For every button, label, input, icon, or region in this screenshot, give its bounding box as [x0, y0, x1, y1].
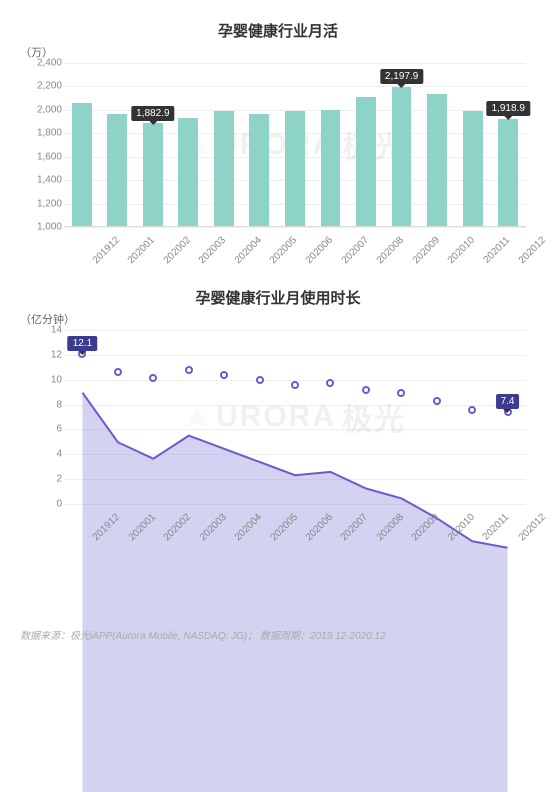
- y-tick: 1,600: [37, 151, 62, 162]
- bar: [249, 114, 269, 226]
- x-tick: 202008: [375, 235, 406, 266]
- x-tick: 202010: [446, 235, 477, 266]
- bar: [285, 111, 305, 226]
- x-tick: 202003: [197, 235, 228, 266]
- value-callout: 12.1: [68, 336, 97, 351]
- mau-chart-title: 孕婴健康行业月活: [20, 20, 536, 41]
- value-callout: 1,918.9: [487, 101, 530, 116]
- x-tick: 202002: [162, 235, 193, 266]
- marker: [114, 368, 122, 376]
- x-tick: 201912: [90, 235, 121, 266]
- x-tick: 202006: [304, 235, 335, 266]
- y-tick: 1,000: [37, 222, 62, 233]
- bar: [392, 87, 412, 226]
- bar: [427, 94, 447, 226]
- y-tick: 1,800: [37, 128, 62, 139]
- duration-plot-area: URORA 极光 12.17.4: [64, 330, 526, 504]
- value-callout: 2,197.9: [380, 69, 423, 84]
- bar-slot: [490, 63, 526, 226]
- y-tick: 2,400: [37, 58, 62, 69]
- bar: [107, 114, 127, 226]
- y-tick: 1,200: [37, 198, 62, 209]
- x-tick: 202012: [516, 512, 547, 543]
- duration-chart: 孕婴健康行业月使用时长 （亿分钟） 02468101214 URORA 极光 1…: [20, 287, 536, 534]
- marker: [433, 397, 441, 405]
- x-tick: 202012: [517, 235, 548, 266]
- x-tick: 202005: [268, 235, 299, 266]
- marker: [468, 406, 476, 414]
- y-tick: 2,200: [37, 81, 62, 92]
- duration-chart-frame: 02468101214 URORA 极光 12.17.4 20191220200…: [20, 324, 536, 534]
- marker: [362, 386, 370, 394]
- bar-slot: [313, 63, 349, 226]
- footer-source: 数据来源：极光iAPP(Aurora Mobile, NASDAQ: JG)； …: [20, 627, 386, 642]
- value-callout: 1,882.9: [131, 106, 174, 121]
- duration-svg: [64, 330, 526, 792]
- duration-chart-title: 孕婴健康行业月使用时长: [20, 287, 536, 308]
- y-tick: 2: [56, 474, 62, 485]
- marker: [291, 381, 299, 389]
- bar-slot: [242, 63, 278, 226]
- marker: [256, 376, 264, 384]
- duration-x-axis: 2019122020012020022020032020042020052020…: [64, 504, 526, 534]
- y-tick: 0: [56, 499, 62, 510]
- marker: [326, 379, 334, 387]
- y-tick: 12: [51, 349, 62, 360]
- bar-slot: [206, 63, 242, 226]
- bar-slot: [455, 63, 491, 226]
- x-tick: 202001: [126, 235, 157, 266]
- bar-slot: [135, 63, 171, 226]
- bar-slot: [419, 63, 455, 226]
- bar: [72, 103, 92, 226]
- mau-chart: 孕婴健康行业月活 （万） 1,0001,2001,4001,6001,8002,…: [20, 20, 536, 257]
- mau-plot-area: URORA 极光 1,882.92,197.91,918.9: [64, 63, 526, 227]
- bar-slot: [171, 63, 207, 226]
- bar: [356, 97, 376, 226]
- duration-y-axis: 02468101214: [20, 330, 64, 504]
- bar: [178, 118, 198, 226]
- y-tick: 6: [56, 424, 62, 435]
- area-path: [82, 393, 507, 792]
- x-tick: 202004: [233, 235, 264, 266]
- bar-slot: [348, 63, 384, 226]
- x-tick: 202009: [410, 235, 441, 266]
- bar: [143, 123, 163, 226]
- marker: [149, 374, 157, 382]
- y-tick: 1,400: [37, 175, 62, 186]
- bar-slot: [100, 63, 136, 226]
- container: 孕婴健康行业月活 （万） 1,0001,2001,4001,6001,8002,…: [0, 0, 556, 650]
- marker: [220, 371, 228, 379]
- mau-chart-frame: 1,000 1,200 1,400 1,600 1,800 2,000 2,200 2,400…: [20, 57, 536, 257]
- marker: [185, 366, 193, 374]
- y-tick: 2,000: [37, 104, 62, 115]
- x-tick: 202007: [339, 235, 370, 266]
- mau-y-axis: 1,0001,2001,4001,6001,8002,0002,2002,400: [20, 63, 64, 227]
- bar: [463, 111, 483, 226]
- value-callout: 7.4: [496, 394, 520, 409]
- marker: [397, 389, 405, 397]
- x-tick: 202011: [481, 235, 512, 266]
- bar: [321, 110, 341, 226]
- y-tick: 14: [51, 325, 62, 336]
- bar: [214, 111, 234, 226]
- y-tick: 10: [51, 374, 62, 385]
- bar-slot: [64, 63, 100, 226]
- y-tick: 8: [56, 399, 62, 410]
- mau-x-axis: 2019122020012020022020032020042020052020…: [64, 227, 526, 257]
- mau-bars: [64, 63, 526, 227]
- bar: [498, 119, 518, 226]
- bar-slot: [277, 63, 313, 226]
- y-tick: 4: [56, 449, 62, 460]
